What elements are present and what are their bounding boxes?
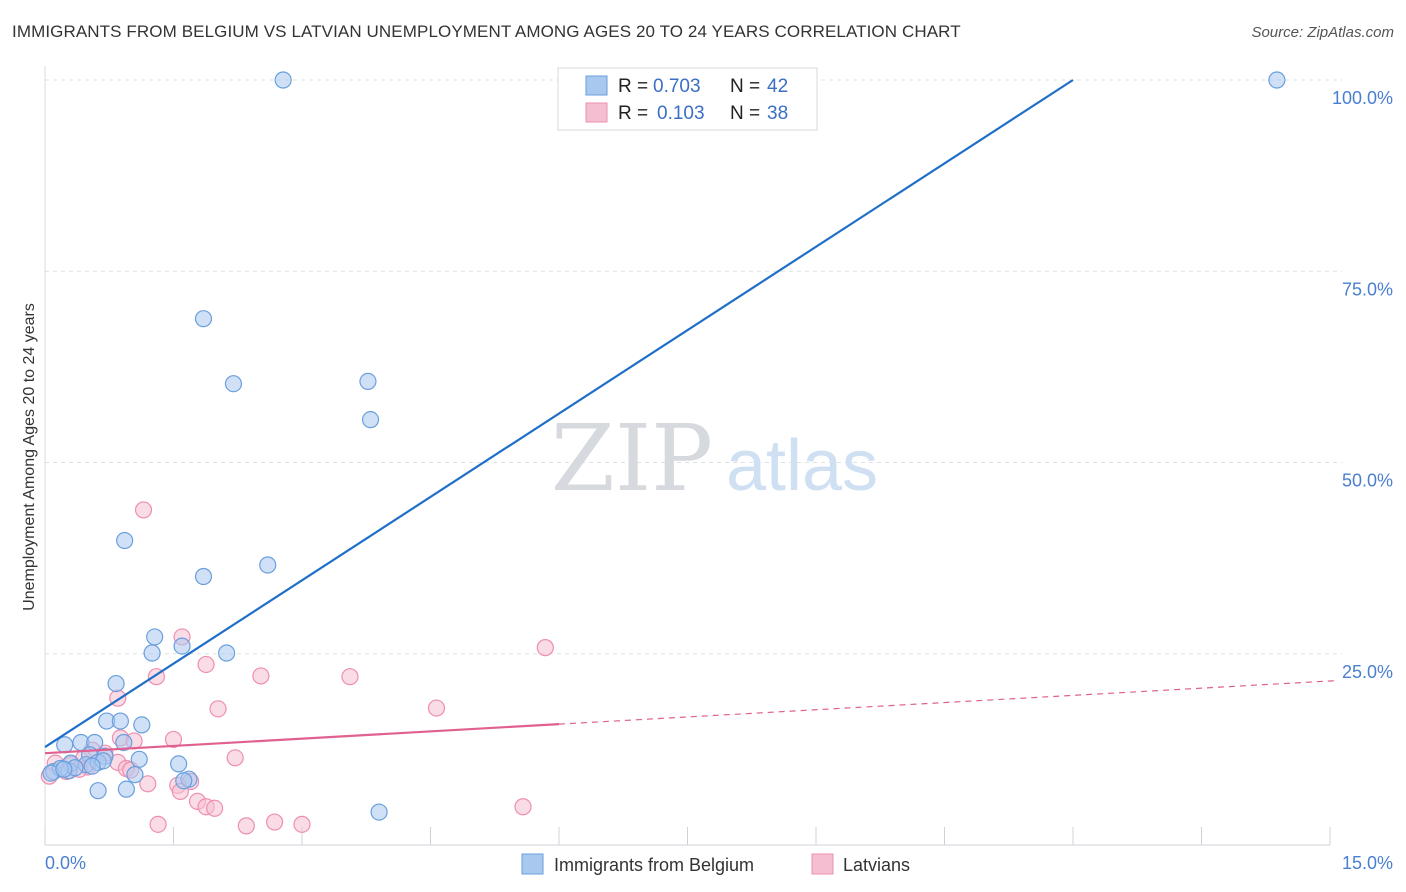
belgium-point-36 (55, 760, 73, 778)
legend-swatch-belgium (521, 853, 544, 875)
x-tick-label-max: 15.0% (1342, 853, 1393, 873)
belgium-point-42 (370, 803, 388, 821)
belgium-point-5 (359, 372, 377, 391)
gridlines (45, 79, 1342, 655)
watermark-atlas-text: atlas (726, 426, 878, 506)
latvians-point-10 (427, 699, 446, 717)
legend-r-label-blue: R = (618, 76, 648, 97)
latvians-point-36 (265, 813, 284, 831)
watermark: ZIP atlas (551, 405, 878, 512)
y-tick-label: 25.0% (1342, 662, 1393, 682)
legend-swatch-blue (585, 75, 608, 96)
belgium-point-6 (361, 411, 380, 429)
legend-label-belgium: Immigrants from Belgium (554, 855, 754, 875)
belgium-point-37 (126, 766, 144, 784)
belgium-point-11 (173, 637, 191, 655)
legend-n-value-blue: 42 (767, 76, 788, 97)
latvians-point-17 (226, 749, 244, 767)
source-credit: Source: ZipAtlas.com (1251, 24, 1394, 41)
legend-r-value-blue: 0.703 (653, 76, 701, 97)
legend-n-value-pink: 38 (767, 103, 788, 124)
legend-n-label-blue: N = (730, 76, 760, 97)
latvians-trend-extension (558, 679, 1339, 725)
series-legend: Immigrants from Belgium Latvians (521, 853, 910, 875)
belgium-point-24 (130, 750, 148, 768)
latvians-trend-line (44, 723, 560, 755)
y-tick-labels: 25.0% 50.0% 75.0% 100.0% (1332, 88, 1393, 682)
belgium-point-29 (170, 755, 188, 773)
belgium-point-40 (89, 782, 107, 800)
latvians-point-3 (536, 639, 554, 657)
belgium-point-41 (117, 780, 135, 798)
belgium-points (42, 71, 1286, 821)
latvians-point-7 (341, 668, 359, 686)
latvians-point-34 (149, 815, 167, 833)
belgium-point-7 (116, 531, 134, 550)
y-axis-label: Unemployment Among Ages 20 to 24 years (21, 303, 38, 611)
axes (44, 66, 1331, 846)
belgium-point-12 (143, 644, 161, 662)
latvians-points (40, 501, 554, 835)
latvians-point-27 (139, 775, 157, 793)
x-tick-label-min: 0.0% (45, 853, 86, 873)
belgium-point-3 (194, 310, 213, 328)
chart-title: IMMIGRANTS FROM BELGIUM VS LATVIAN UNEMP… (12, 22, 961, 41)
watermark-zip-text: ZIP (551, 405, 713, 512)
trend-lines (44, 79, 1339, 755)
y-tick-label: 50.0% (1342, 471, 1393, 491)
legend-r-value-pink: 0.103 (657, 103, 705, 124)
legend-r-label-pink: R = (618, 103, 648, 124)
latvians-point-11 (164, 730, 183, 749)
belgium-point-13 (218, 644, 236, 662)
legend-n-label-pink: N = (730, 103, 760, 124)
latvians-point-1 (134, 501, 153, 519)
belgium-point-14 (107, 674, 125, 693)
belgium-point-10 (146, 628, 164, 646)
y-tick-label: 75.0% (1342, 279, 1393, 299)
latvians-point-4 (197, 655, 215, 674)
belgium-point-4 (224, 375, 243, 393)
latvians-point-33 (514, 798, 532, 816)
y-tick-label: 100.0% (1332, 88, 1393, 108)
belgium-point-16 (111, 712, 129, 730)
legend-label-latvians: Latvians (843, 855, 910, 875)
belgium-point-2 (1268, 71, 1286, 89)
belgium-point-8 (194, 567, 213, 586)
latvians-point-6 (252, 667, 270, 685)
belgium-point-17 (133, 716, 151, 734)
legend-swatch-pink (585, 102, 608, 123)
latvians-point-9 (209, 700, 227, 718)
x-tick-labels: 0.0% 15.0% (45, 853, 1393, 873)
latvians-point-37 (293, 815, 311, 833)
belgium-point-39 (175, 772, 193, 790)
belgium-point-32 (83, 757, 101, 775)
belgium-point-21 (115, 733, 133, 752)
belgium-point-9 (259, 556, 277, 574)
stats-legend: R = 0.703 N = 42 R = 0.103 N = 38 (557, 67, 818, 131)
belgium-point-1 (274, 71, 292, 89)
latvians-point-35 (237, 817, 255, 835)
belgium-trend-line (44, 79, 1074, 749)
latvians-point-32 (206, 799, 224, 817)
legend-swatch-latvians (811, 853, 834, 875)
